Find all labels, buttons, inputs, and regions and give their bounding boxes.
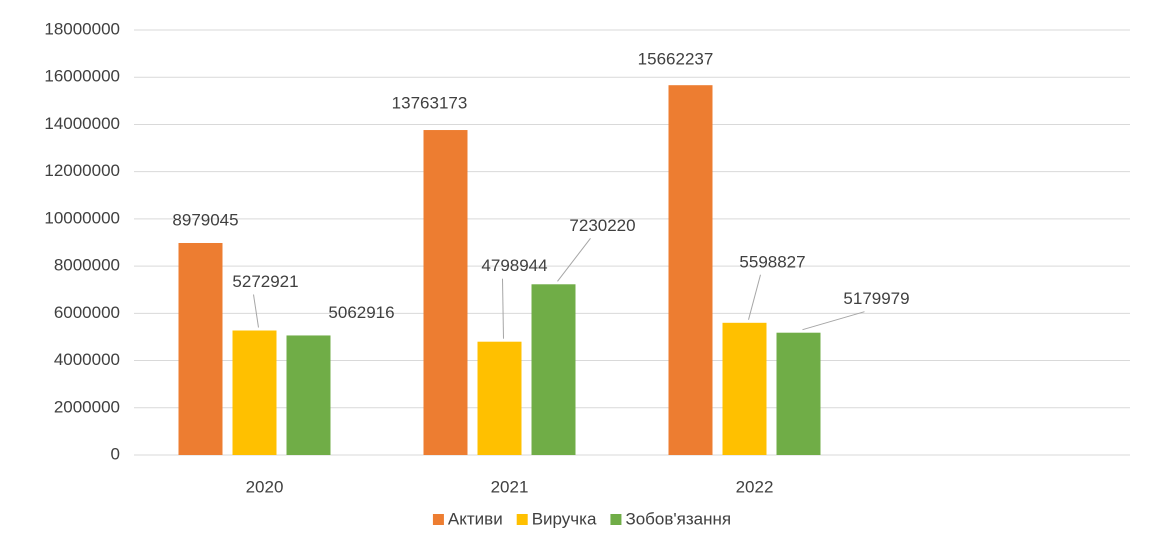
y-tick-label: 18000000 (44, 19, 120, 38)
x-tick-label: 2022 (736, 477, 774, 496)
bar (776, 332, 821, 455)
data-label: 5598827 (739, 252, 805, 271)
bar (668, 85, 713, 456)
bar (722, 322, 767, 455)
legend-label: Активи (448, 509, 503, 528)
leader-line (253, 294, 259, 328)
leader-line (748, 274, 761, 320)
y-tick-label: 10000000 (44, 208, 120, 227)
legend-swatch (516, 514, 528, 525)
data-label: 5062916 (328, 303, 394, 322)
y-tick-label: 0 (111, 444, 120, 463)
y-tick-label: 2000000 (54, 397, 120, 416)
y-tick-label: 12000000 (44, 161, 120, 180)
data-label: 4798944 (481, 256, 547, 275)
data-label: 15662237 (638, 50, 714, 69)
data-label: 13763173 (392, 94, 468, 113)
data-label: 5272921 (232, 272, 298, 291)
bar (232, 330, 277, 455)
data-label: 7230220 (569, 216, 635, 235)
y-tick-label: 14000000 (44, 114, 120, 133)
leader-line (802, 311, 865, 331)
y-tick-label: 8000000 (54, 256, 120, 275)
legend-swatch (432, 514, 444, 525)
leader-line (502, 278, 504, 339)
x-tick-label: 2020 (246, 477, 284, 496)
y-tick-label: 4000000 (54, 350, 120, 369)
bar (286, 335, 331, 455)
x-tick-label: 2021 (491, 477, 529, 496)
bar (178, 242, 223, 455)
bar (477, 341, 522, 455)
y-tick-label: 16000000 (44, 67, 120, 86)
data-label: 8979045 (172, 210, 238, 229)
leader-line (557, 237, 591, 282)
legend-swatch (610, 514, 622, 525)
legend-label: Зобов'язання (625, 509, 731, 528)
bar (531, 284, 576, 455)
legend-label: Виручка (532, 509, 597, 528)
bar (423, 130, 468, 455)
y-tick-label: 6000000 (54, 303, 120, 322)
data-label: 5179979 (843, 289, 909, 308)
